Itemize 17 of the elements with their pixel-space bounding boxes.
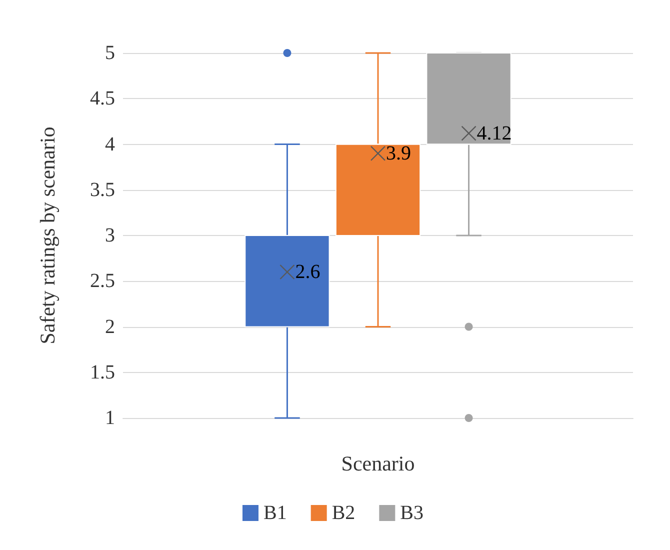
y-tick-label: 5 — [105, 42, 115, 64]
text: 3.9 — [386, 142, 411, 164]
legend-label: B3 — [400, 502, 424, 524]
y-tick-label: 4.5 — [90, 88, 115, 110]
y-tick-label: 4 — [105, 133, 115, 156]
y-tick-label: 2.5 — [90, 270, 115, 292]
y-axis-title: Safety ratings by scenario — [36, 126, 60, 344]
text: 4.12 — [476, 122, 512, 144]
legend-label: B1 — [263, 502, 287, 524]
y-tick-label: 3 — [105, 224, 115, 246]
legend-label: B2 — [332, 502, 356, 524]
text: 2.6 — [295, 261, 320, 283]
y-tick-label: 1.5 — [90, 361, 115, 384]
y-tick-label: 1 — [105, 407, 115, 429]
x-axis-title: Scenario — [341, 452, 415, 476]
y-tick-label: 2 — [105, 316, 115, 338]
y-tick-label: 3.5 — [90, 178, 115, 201]
